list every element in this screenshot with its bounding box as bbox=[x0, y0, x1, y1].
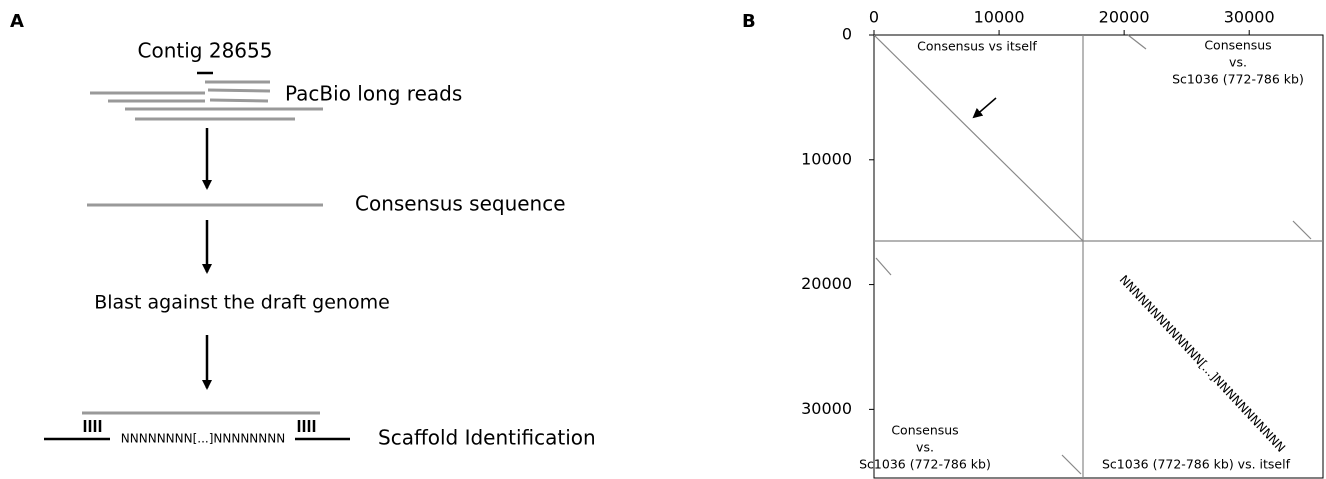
scaffold-label: Scaffold Identification bbox=[378, 426, 596, 450]
panel-label: B bbox=[742, 11, 756, 32]
reads bbox=[90, 80, 323, 121]
x-tick-label: 30000 bbox=[1224, 8, 1275, 27]
quadrant-label: Sc1036 (772-786 kb) vs. itself bbox=[1102, 457, 1291, 472]
diagonal-label: NNNNNNNNNNNNN[...]NNNNNNNNNNN bbox=[1117, 272, 1288, 454]
quadrant-label: Consensus bbox=[891, 423, 958, 438]
quadrant-label: Sc1036 (772-786 kb) bbox=[859, 457, 991, 472]
x-tick-label: 0 bbox=[869, 8, 879, 27]
blast-label: Blast against the draft genome bbox=[94, 292, 390, 314]
reads-label: PacBio long reads bbox=[285, 82, 462, 106]
scaffold bbox=[44, 420, 350, 441]
plot-frame bbox=[873, 34, 1324, 479]
panel-b: B Consensus vs itself Consensus vs. Sc10… bbox=[742, 8, 1324, 479]
consensus-label: Consensus sequence bbox=[355, 192, 566, 216]
gap-label: NNNNNNNN[...]NNNNNNNN bbox=[121, 432, 285, 446]
quadrant-label: vs. bbox=[916, 440, 934, 455]
y-tick-label: 20000 bbox=[801, 274, 852, 293]
quadrant-label: Consensus vs itself bbox=[917, 39, 1037, 54]
panel-label: A bbox=[10, 11, 24, 32]
quadrant-label: Sc1036 (772-786 kb) bbox=[1172, 72, 1304, 87]
dot-plot bbox=[873, 34, 1323, 478]
x-tick-label: 10000 bbox=[974, 8, 1025, 27]
y-tick-label: 30000 bbox=[801, 399, 852, 418]
y-tick-label: 10000 bbox=[801, 149, 852, 168]
y-tick-label: 0 bbox=[842, 25, 852, 44]
quadrant-label: vs. bbox=[1229, 55, 1247, 70]
x-tick-label: 20000 bbox=[1099, 8, 1150, 27]
contig-label: Contig 28655 bbox=[138, 39, 273, 63]
quadrant-label: Consensus bbox=[1204, 38, 1271, 53]
panel-a: A Contig 28655 PacBio long reads Consens… bbox=[10, 11, 596, 450]
